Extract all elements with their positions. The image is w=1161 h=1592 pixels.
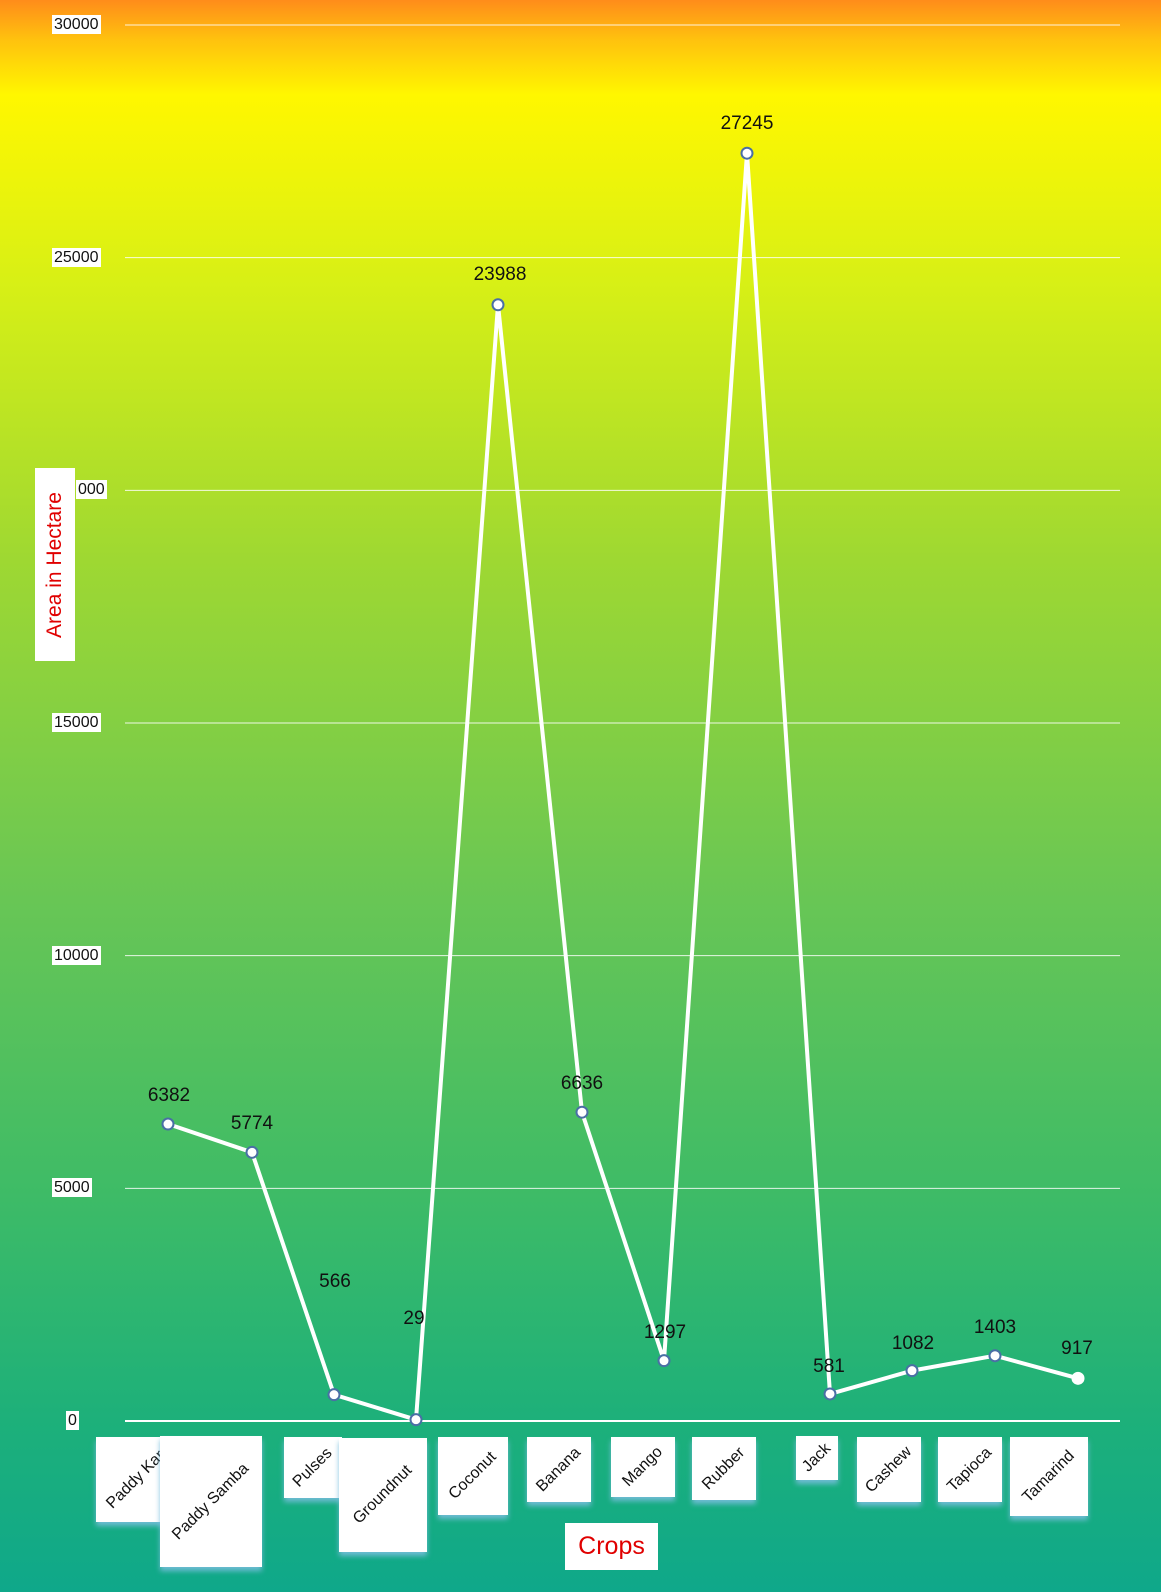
y-tick-label: 25000	[52, 247, 101, 267]
data-label: 6382	[147, 1085, 191, 1106]
y-tick-label: 30000	[52, 15, 101, 34]
x-tick-label: Cashew	[857, 1437, 921, 1502]
x-tick-label-text: Coconut	[445, 1448, 500, 1503]
data-point	[245, 1145, 259, 1159]
x-tick-label: Rubber	[692, 1437, 756, 1500]
x-tick-label: Groundnut	[339, 1438, 427, 1552]
data-label: 1403	[973, 1317, 1017, 1338]
data-point	[161, 1117, 175, 1131]
data-point	[491, 298, 505, 312]
data-point	[823, 1387, 837, 1401]
y-tick-label: 000	[76, 480, 107, 500]
data-label: 29	[403, 1308, 425, 1329]
data-point	[657, 1354, 671, 1368]
x-tick-label-text: Pulses	[289, 1444, 336, 1491]
data-label: 1297	[643, 1322, 687, 1343]
y-axis-title-text: Area in Hectare	[43, 491, 66, 638]
x-tick-label: Mango	[611, 1437, 675, 1497]
data-point	[988, 1349, 1002, 1363]
x-tick-label-text: Cashew	[862, 1442, 916, 1496]
data-label: 23988	[473, 264, 527, 285]
data-label: 27245	[720, 113, 774, 134]
data-point	[327, 1388, 341, 1402]
data-point	[905, 1364, 919, 1378]
data-point	[1071, 1371, 1085, 1385]
x-tick-label-text: Tamarind	[1019, 1446, 1078, 1506]
x-tick-label: Paddy Samba	[160, 1436, 262, 1567]
data-point	[740, 146, 754, 160]
x-tick-label-text: Rubber	[699, 1443, 749, 1493]
x-tick-label-text: Paddy Kar	[103, 1446, 169, 1512]
x-tick-label: Tapioca	[938, 1437, 1002, 1502]
series-line	[167, 151, 1079, 1422]
x-tick-label-text: Jack	[799, 1440, 835, 1476]
y-axis-title: Area in Hectare	[35, 468, 75, 661]
x-tick-label-text: Groundnut	[349, 1461, 416, 1528]
y-tick-label: 10000	[52, 945, 101, 965]
x-tick-label: Pulses	[284, 1437, 342, 1498]
data-label: 581	[813, 1356, 845, 1377]
data-label: 566	[319, 1271, 351, 1292]
x-tick-label-text: Tapioca	[944, 1443, 996, 1495]
x-tick-label-text: Mango	[619, 1443, 666, 1490]
y-tick-label: 5000	[52, 1178, 92, 1198]
data-label: 917	[1061, 1338, 1093, 1359]
data-label: 1082	[891, 1333, 935, 1354]
y-tick-label: 0	[66, 1411, 79, 1430]
x-axis-title: Crops	[565, 1523, 658, 1570]
x-tick-label: Tamarind	[1010, 1437, 1088, 1516]
data-label: 5774	[230, 1113, 274, 1134]
data-point	[575, 1105, 589, 1119]
x-tick-label: Coconut	[438, 1437, 508, 1515]
y-tick-label: 15000	[52, 713, 101, 732]
x-tick-label-text: Banana	[533, 1443, 585, 1495]
data-label: 6636	[560, 1073, 604, 1094]
x-tick-label: Jack	[796, 1436, 838, 1480]
x-tick-label-text: Paddy Samba	[169, 1459, 253, 1543]
data-point	[409, 1413, 423, 1427]
x-tick-label: Banana	[527, 1437, 591, 1502]
